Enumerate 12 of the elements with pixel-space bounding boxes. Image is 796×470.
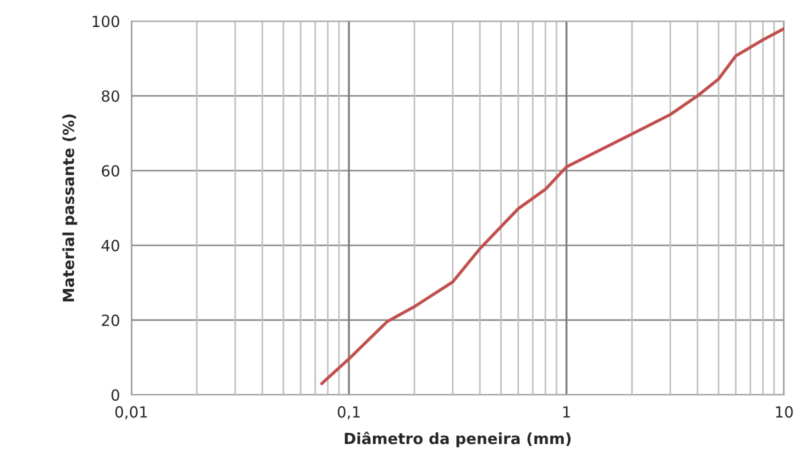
x-tick-label: 0,01 — [115, 406, 147, 420]
x-tick-label: 0,1 — [338, 406, 360, 420]
y-tick-label: 20 — [102, 314, 120, 326]
x-axis-title: Diâmetro da peneira (mm) — [344, 432, 571, 448]
y-tick-label: 60 — [102, 165, 120, 177]
y-tick-label: 0 — [112, 389, 120, 401]
y-tick-label: 100 — [92, 16, 120, 28]
y-tick-label: 80 — [102, 90, 120, 102]
x-tick-label: 10 — [776, 406, 793, 418]
y-axis-title: Material passante (%) — [62, 114, 78, 302]
y-tick-label: 40 — [102, 240, 120, 252]
x-tick-label: 1 — [563, 406, 570, 418]
